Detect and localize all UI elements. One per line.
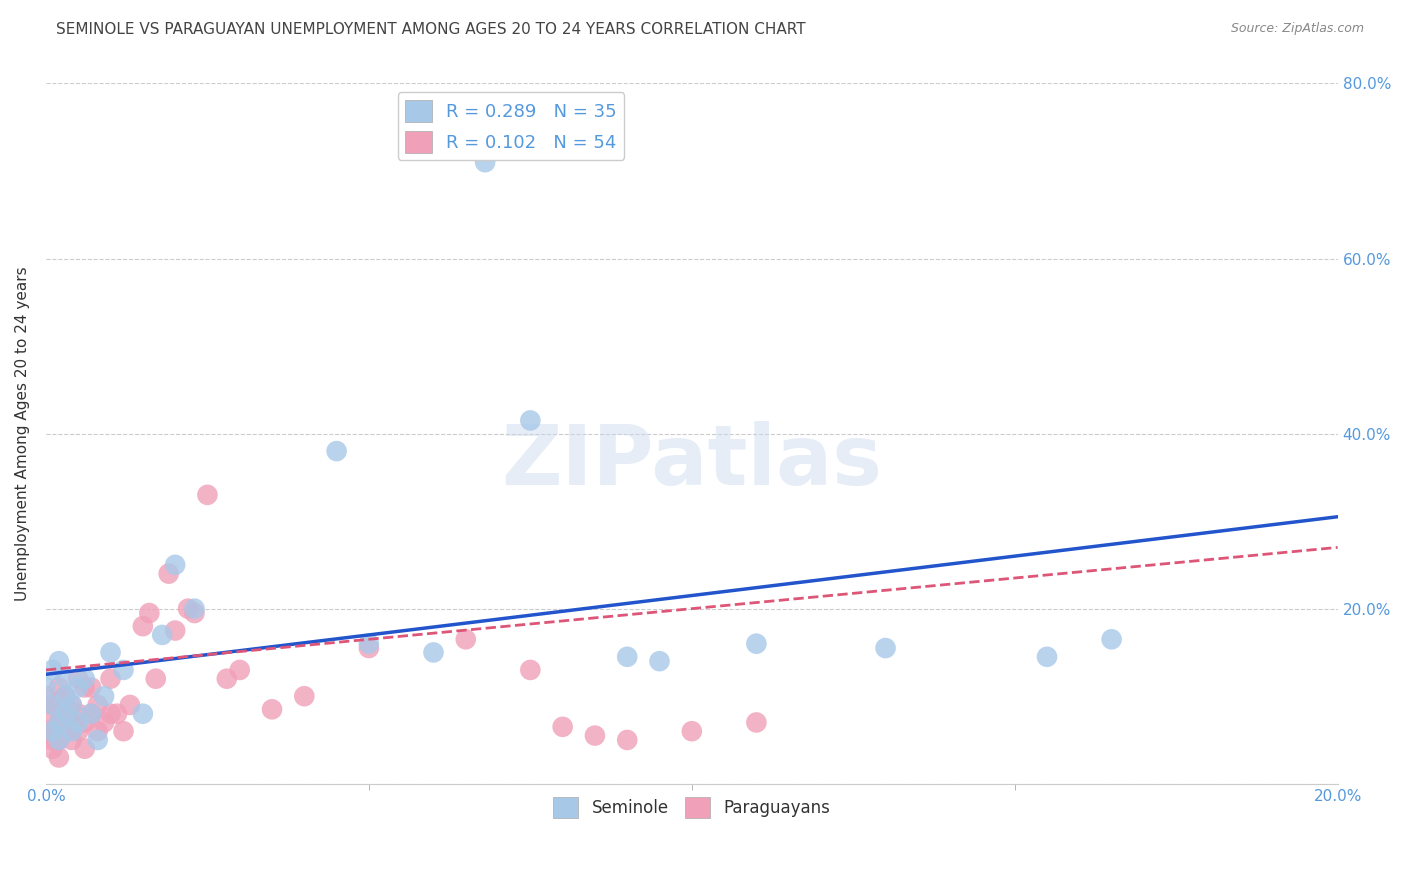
Point [60,698,83,712]
Point [60,698,83,712]
Point [73,715,96,730]
Point [183,601,205,615]
Point [177,601,200,615]
Point [105,706,128,721]
Point [357,641,380,656]
Point [53,706,76,721]
Point [60,724,83,739]
Point [73,672,96,686]
Point [100,672,122,686]
Point [260,702,283,716]
Point [67,681,90,695]
Point [138,606,160,620]
Point [80,681,103,695]
Point [80,706,103,721]
Point [1101,632,1123,647]
Point [35,681,58,695]
Point [93,689,115,703]
Point [48,715,70,730]
Point [60,733,83,747]
Point [681,724,703,739]
Point [60,715,83,730]
Point [41,733,63,747]
Point [745,637,768,651]
Point [67,724,90,739]
Point [48,715,70,730]
Point [53,724,76,739]
Point [35,689,58,703]
Point [48,654,70,668]
Point [165,624,187,638]
Point [118,698,141,712]
Point [48,750,70,764]
Point [215,672,238,686]
Point [228,663,250,677]
Point [80,706,103,721]
Point [519,413,541,427]
Point [100,645,122,659]
Point [35,724,58,739]
Point [48,681,70,695]
Point [41,741,63,756]
Point [73,741,96,756]
Point [454,632,477,647]
Point [616,733,638,747]
Point [875,641,897,656]
Point [41,724,63,739]
Point [157,566,180,581]
Point [183,606,205,620]
Legend: Seminole, Paraguayans: Seminole, Paraguayans [547,790,837,824]
Point [41,724,63,739]
Point [67,706,90,721]
Point [112,724,135,739]
Point [41,706,63,721]
Point [583,729,606,743]
Point [53,698,76,712]
Point [292,689,315,703]
Point [745,715,768,730]
Point [551,720,574,734]
Point [1036,649,1059,664]
Point [53,672,76,686]
Point [48,733,70,747]
Point [325,444,347,458]
Point [53,689,76,703]
Point [48,733,70,747]
Point [150,628,173,642]
Point [100,706,122,721]
Point [86,733,108,747]
Point [422,645,444,659]
Point [73,681,96,695]
Point [86,698,108,712]
Y-axis label: Unemployment Among Ages 20 to 24 years: Unemployment Among Ages 20 to 24 years [15,267,30,601]
Point [132,619,155,633]
Text: Source: ZipAtlas.com: Source: ZipAtlas.com [1230,22,1364,36]
Point [474,155,496,169]
Point [67,672,90,686]
Point [93,715,115,730]
Point [357,637,380,651]
Point [165,558,187,572]
Point [145,672,167,686]
Point [53,706,76,721]
Point [41,698,63,712]
Point [616,649,638,664]
Point [86,724,108,739]
Point [41,698,63,712]
Point [67,715,90,730]
Point [519,663,541,677]
Text: ZIPatlas: ZIPatlas [502,421,883,502]
Point [132,706,155,721]
Point [41,663,63,677]
Point [112,663,135,677]
Point [197,488,219,502]
Point [53,689,76,703]
Point [648,654,671,668]
Text: SEMINOLE VS PARAGUAYAN UNEMPLOYMENT AMONG AGES 20 TO 24 YEARS CORRELATION CHART: SEMINOLE VS PARAGUAYAN UNEMPLOYMENT AMON… [56,22,806,37]
